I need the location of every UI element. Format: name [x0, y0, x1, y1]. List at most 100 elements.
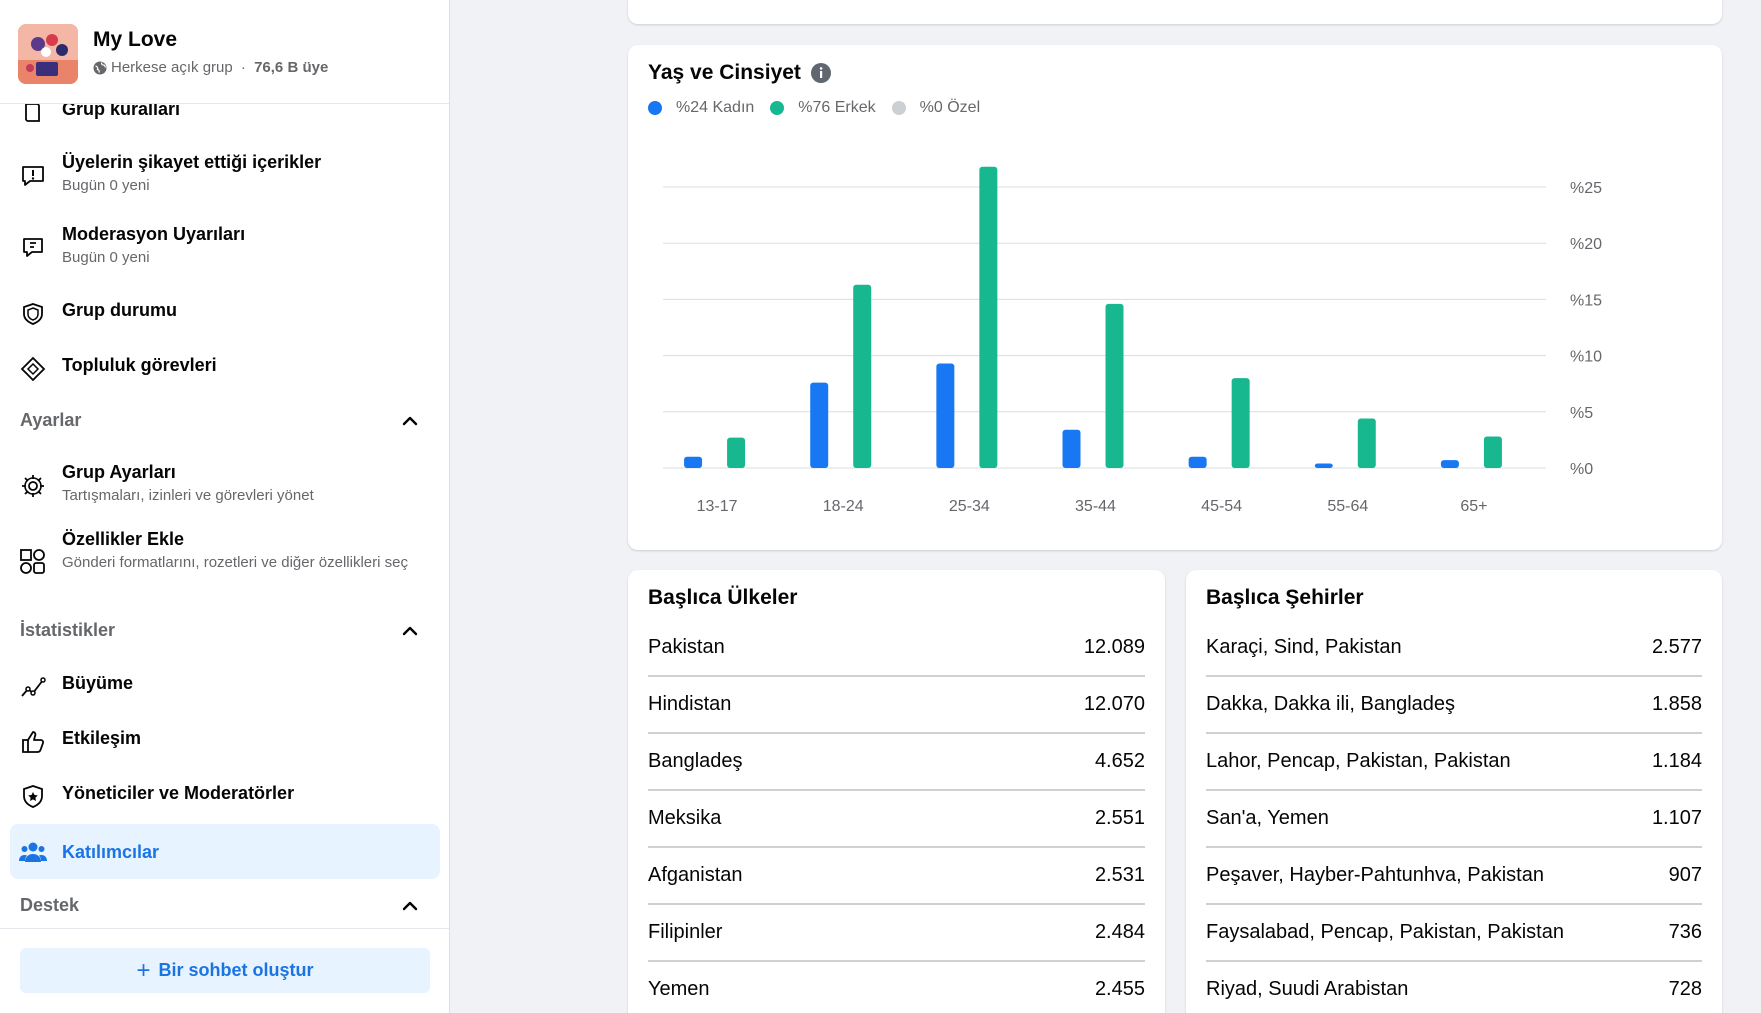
section-title: Destek — [20, 895, 80, 915]
sidebar-item-label: Katılımcılar — [62, 841, 160, 862]
age-gender-title: Yaş ve Cinsiyet — [648, 61, 801, 84]
sidebar-item-label: Moderasyon Uyarıları — [62, 224, 246, 244]
bar-male-13-17[interactable] — [727, 437, 746, 468]
sidebar-item-engagement[interactable]: Etkileşim — [10, 727, 440, 757]
y-tick-label: %15 — [1570, 292, 1602, 309]
list-item-name: Riyad, Suudi Arabistan — [1206, 978, 1409, 1000]
sidebar-item-admins-moderators[interactable]: Yöneticiler ve Moderatörler — [10, 782, 440, 812]
list-item-value: 736 — [1668, 921, 1702, 943]
shield-icon — [18, 299, 48, 329]
chart-legend: %24 Kadın %76 Erkek %0 Özel — [648, 99, 980, 117]
group-name[interactable]: My Love — [93, 28, 178, 51]
group-privacy: Herkese açık grup — [111, 59, 233, 76]
legend-dot — [891, 101, 906, 115]
section-title: İstatistikler — [20, 620, 116, 640]
top-countries-card: Başlıca Ülkeler Pakistan 12.089 Hindistan 1… — [628, 570, 1165, 1013]
list-item-value: 1.184 — [1651, 750, 1702, 772]
people-icon — [18, 837, 48, 867]
create-chat-button[interactable]: + Bir sohbet oluştur — [20, 948, 430, 993]
top-countries-title: Başlıca Ülkeler — [648, 586, 798, 609]
section-header-stats[interactable]: İstatistikler — [20, 620, 420, 641]
legend-dot — [770, 101, 785, 115]
y-tick-label: %5 — [1570, 405, 1593, 422]
chevron-up-icon — [402, 901, 418, 910]
sidebar-item-sublabel: Bugün 0 yeni — [62, 177, 150, 194]
list-item-name: Lahor, Pencap, Pakistan, Pakistan — [1206, 750, 1511, 772]
sidebar: Grup kuralları Üyelerin şikayet ettiği i… — [0, 0, 450, 1013]
list-item-name: Peşaver, Hayber-Pahtunhva, Pakistan — [1206, 864, 1544, 886]
bar-male-65+[interactable] — [1483, 436, 1502, 468]
list-item: San'a, Yemen 1.107 — [1206, 791, 1702, 848]
list-item-name: Dakka, Dakka ili, Bangladeş — [1206, 693, 1456, 715]
list-item-name: Bangladeş — [648, 750, 743, 772]
list-item: Pakistan 12.089 — [648, 620, 1145, 677]
sidebar-item-label: Etkileşim — [62, 728, 142, 748]
list-item-value: 4.652 — [1094, 750, 1145, 772]
sidebar-item-group-settings[interactable]: Grup Ayarları Tartışmaları, izinleri ve … — [10, 461, 440, 506]
sidebar-item-group-rules[interactable]: Grup kuralları — [10, 98, 440, 128]
alert-bubble-icon — [18, 233, 48, 263]
top-cities-title: Başlıca Şehirler — [1206, 586, 1364, 609]
x-tick-label: 65+ — [1460, 498, 1487, 515]
bar-male-35-44[interactable] — [1105, 303, 1124, 468]
list-item: Riyad, Suudi Arabistan 728 — [1206, 962, 1702, 1013]
x-tick-label: 25-34 — [949, 498, 990, 515]
sidebar-item-sublabel: Bugün 0 yeni — [62, 249, 150, 266]
bar-female-55-64[interactable] — [1314, 463, 1333, 468]
list-item-name: Filipinler — [648, 921, 723, 943]
plus-icon: + — [136, 956, 151, 984]
sidebar-item-group-status[interactable]: Grup durumu — [10, 299, 440, 329]
book-icon — [18, 98, 48, 128]
divider — [0, 928, 449, 929]
bar-male-55-64[interactable] — [1357, 418, 1376, 468]
group-header[interactable]: My Love Herkese açık grup · 76,6 B üye — [0, 0, 449, 104]
bar-female-18-24[interactable] — [810, 382, 829, 468]
section-title: Ayarlar — [20, 410, 82, 430]
sidebar-item-community-tasks[interactable]: Topluluk görevleri — [10, 354, 440, 384]
bar-female-25-34[interactable] — [936, 363, 955, 468]
gear-icon — [18, 471, 48, 501]
bar-female-65+[interactable] — [1440, 460, 1459, 468]
top-countries-list: Pakistan 12.089 Hindistan 12.070 Bangladeş 4.… — [648, 620, 1145, 1013]
sidebar-item-label: Üyelerin şikayet ettiği içerikler — [62, 152, 322, 172]
group-meta-separator: · — [236, 59, 251, 76]
bar-female-35-44[interactable] — [1062, 429, 1081, 468]
sidebar-item-add-features[interactable]: Özellikler Ekle Gönderi formatlarını, ro… — [10, 528, 440, 576]
chevron-up-icon — [402, 626, 418, 635]
list-item-name: Hindistan — [648, 693, 732, 715]
list-item-value: 907 — [1668, 864, 1702, 886]
y-tick-label: %25 — [1570, 180, 1602, 197]
section-header-support[interactable]: Destek — [20, 895, 420, 916]
y-tick-label: %10 — [1570, 349, 1602, 366]
chevron-up-icon — [402, 416, 418, 425]
legend-dot — [648, 101, 662, 115]
list-item: Meksika 2.551 — [648, 791, 1145, 848]
admin-shield-icon — [18, 782, 48, 812]
sidebar-item-reported-content[interactable]: Üyelerin şikayet ettiği içerikler Bugün … — [10, 151, 440, 196]
previous-card — [628, 0, 1722, 24]
list-item-name: Pakistan — [648, 636, 725, 658]
y-tick-label: %0 — [1570, 461, 1593, 478]
bar-male-18-24[interactable] — [853, 284, 872, 468]
list-item: Dakka, Dakka ili, Bangladeş 1.858 — [1206, 677, 1702, 734]
bar-male-25-34[interactable] — [979, 166, 998, 468]
report-icon — [18, 161, 48, 191]
info-icon[interactable] — [810, 63, 831, 83]
list-item-name: San'a, Yemen — [1206, 807, 1329, 829]
sidebar-item-participants[interactable]: Katılımcılar — [10, 824, 440, 879]
list-item: Afganistan 2.531 — [648, 848, 1145, 905]
bar-female-13-17[interactable] — [684, 456, 703, 468]
x-tick-label: 55-64 — [1327, 498, 1368, 515]
group-cover-thumbnail[interactable] — [18, 24, 78, 84]
card-title: Yaş ve Cinsiyet — [648, 61, 831, 85]
list-item: Yemen 2.455 — [648, 962, 1145, 1013]
bar-male-45-54[interactable] — [1231, 378, 1250, 468]
section-header-settings[interactable]: Ayarlar — [20, 410, 420, 431]
list-item-value: 2.551 — [1094, 807, 1145, 829]
sidebar-item-moderation-alerts[interactable]: Moderasyon Uyarıları Bugün 0 yeni — [10, 223, 440, 268]
list-item-value: 2.484 — [1094, 921, 1145, 943]
bar-female-45-54[interactable] — [1188, 456, 1207, 468]
x-tick-label: 35-44 — [1075, 498, 1116, 515]
sidebar-item-label: Yöneticiler ve Moderatörler — [62, 783, 295, 803]
sidebar-item-growth[interactable]: Büyüme — [10, 672, 440, 702]
